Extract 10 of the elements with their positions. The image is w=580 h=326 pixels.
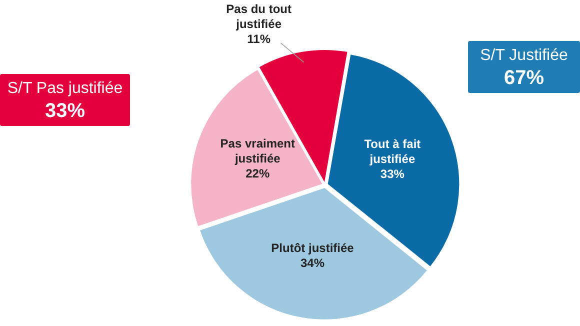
data-label: 33% <box>380 166 405 181</box>
data-label: 22% <box>246 166 270 181</box>
slice-label: Tout à fait justifiée <box>364 136 421 166</box>
data-label: 11% <box>247 32 271 46</box>
slice-label: Pas vraiment justifiée <box>220 136 296 166</box>
slice-label: Plutôt justifiée <box>271 240 354 255</box>
text: S/T Justifiée 67% <box>468 41 580 93</box>
data-label: 34% <box>300 256 325 270</box>
text: S/T Pas justifiée 33% <box>0 74 130 126</box>
slice-label: Pas du tout justifiée <box>226 2 292 31</box>
